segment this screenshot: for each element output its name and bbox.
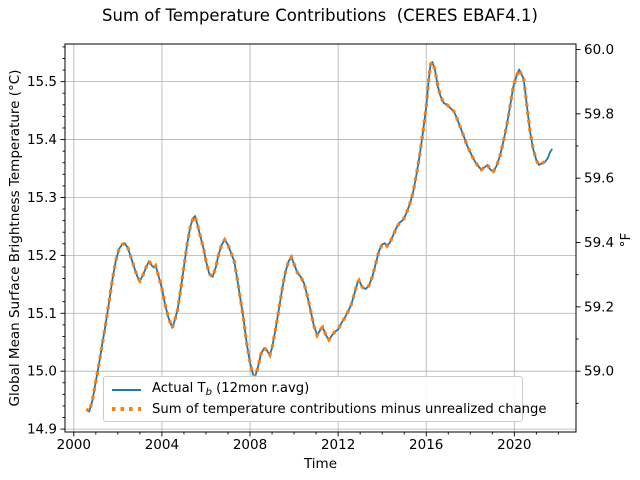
subscript-b: b	[205, 387, 212, 399]
y-left-tick-label: 15.5	[27, 74, 57, 90]
legend-line-sample	[112, 388, 141, 391]
legend-item-sum: Sum of temperature contributions minus u…	[112, 402, 547, 417]
series-sum-dotted	[85, 58, 546, 416]
x-tick-label: 2016	[409, 437, 443, 453]
x-tick-label: 2020	[497, 437, 531, 453]
y-right-tick-label: 60.0	[584, 42, 614, 58]
x-tick-label: 2012	[321, 437, 355, 453]
y-axis-right-label: °F	[618, 232, 634, 248]
y-left-tick-label: 15.1	[27, 306, 57, 322]
y-right-tick-label: 59.2	[584, 299, 614, 315]
ticks	[60, 46, 581, 437]
x-tick-label: 2004	[145, 437, 179, 453]
series-actual-line	[85, 61, 553, 413]
y-left-tick-label: 15.3	[27, 190, 57, 206]
legend: Actual Tb (12mon r.avg) Sum of temperatu…	[103, 376, 547, 422]
x-tick-label: 2008	[233, 437, 267, 453]
y-left-tick-label: 15.0	[27, 364, 57, 380]
x-tick-label: 2000	[57, 437, 91, 453]
tick-labels: 2000 2004 2008 2012 2016 2020 14.9 15.0 15.1 15.2…	[27, 42, 614, 453]
y-right-tick-label: 59.0	[584, 364, 614, 380]
legend-label-actual: Actual Tb (12mon r.avg)	[152, 381, 310, 399]
legend-dotted-sample	[112, 407, 141, 411]
legend-label-sum: Sum of temperature contributions minus u…	[152, 401, 547, 417]
y-left-tick-label: 15.2	[27, 248, 57, 264]
y-axis-left-label: Global Mean Surface Brightness Temperatu…	[7, 69, 23, 407]
legend-item-actual: Actual Tb (12mon r.avg)	[112, 381, 514, 398]
grid	[65, 44, 576, 432]
x-axis-label: Time	[303, 456, 338, 472]
y-right-tick-label: 59.4	[584, 235, 614, 251]
y-right-tick-label: 59.8	[584, 106, 614, 122]
y-left-tick-label: 15.4	[27, 132, 57, 148]
y-right-tick-label: 59.6	[584, 171, 614, 187]
axes-spines	[64, 43, 577, 433]
y-left-tick-label: 14.9	[27, 422, 57, 438]
chart-title: Sum of Temperature Contributions (CERES …	[102, 6, 538, 25]
